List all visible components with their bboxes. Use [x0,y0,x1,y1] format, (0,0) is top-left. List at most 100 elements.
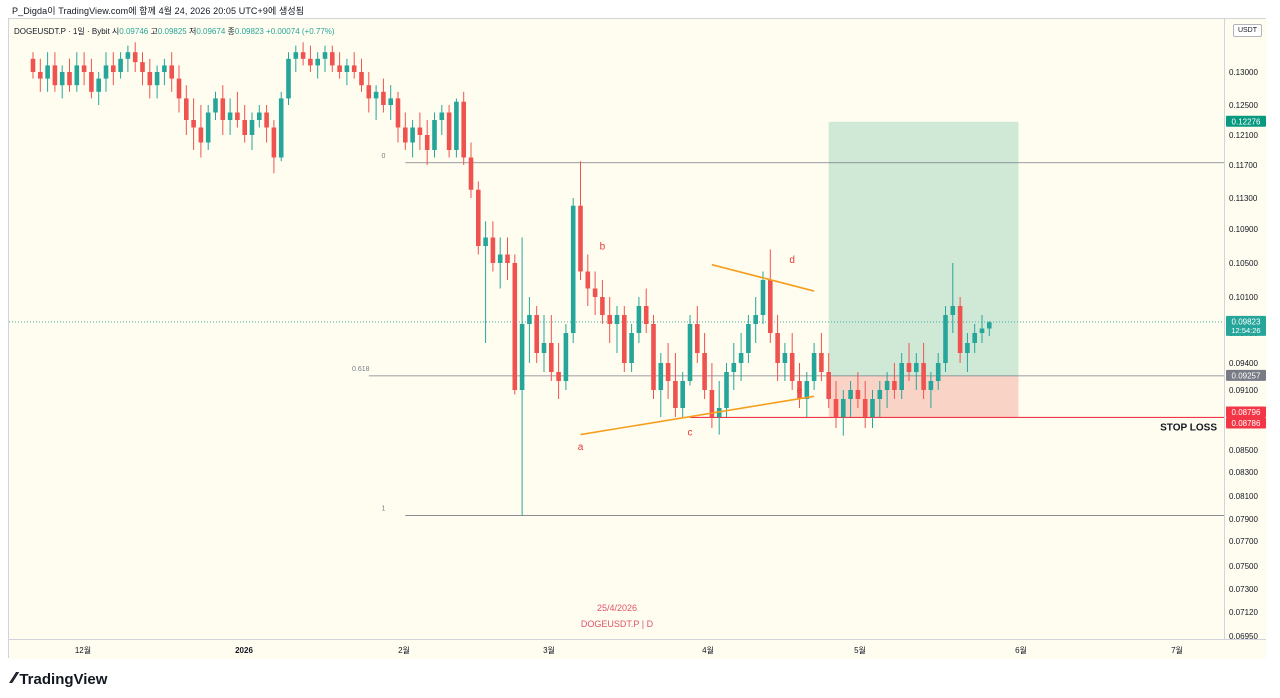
candle-body[interactable] [176,78,182,99]
candle-body[interactable] [906,363,912,372]
candle-body[interactable] [782,353,788,363]
candle-body[interactable] [680,381,685,408]
candle-body[interactable] [607,315,612,324]
candle-body[interactable] [308,58,313,66]
candle-body[interactable] [162,65,167,72]
candle-body[interactable] [483,237,488,247]
price-axis[interactable]: USDT 0.13000 0.12500 0.12100 0.11700 0.11300… [1224,19,1267,641]
candle-body[interactable] [797,381,802,399]
candle-body[interactable] [738,353,744,363]
candle-body[interactable] [950,306,956,315]
candle-body[interactable] [687,324,693,381]
candle-body[interactable] [899,363,904,390]
candle-body[interactable] [519,324,525,390]
candle-body[interactable] [673,381,678,408]
candle-body[interactable] [67,72,72,86]
candle-body[interactable] [804,381,810,399]
candle-body[interactable] [132,52,138,63]
symbol-name[interactable]: DOGEUSDT.P · 1일 · Bybit [14,27,110,36]
candle-body[interactable] [724,372,729,408]
candle-body[interactable] [395,98,401,128]
candle-body[interactable] [841,399,846,417]
candle-body[interactable] [439,112,445,121]
candle-body[interactable] [665,363,671,381]
candle-body[interactable] [585,271,591,289]
candle-body[interactable] [271,127,277,158]
candle-body[interactable] [614,315,620,324]
candle-body[interactable] [775,333,780,363]
candle-body[interactable] [914,363,919,372]
candle-body[interactable] [59,72,65,86]
candle-body[interactable] [928,381,934,390]
candle-body[interactable] [359,72,364,86]
candle-body[interactable] [658,363,664,390]
candle-body[interactable] [600,297,605,315]
candle-body[interactable] [38,72,43,79]
candle-body[interactable] [556,372,561,381]
triangle-upper-trendline[interactable] [711,263,815,292]
candle-body[interactable] [300,52,306,59]
candle-body[interactable] [330,52,335,66]
candle-body[interactable] [52,65,58,86]
candle-body[interactable] [943,315,948,363]
candle-body[interactable] [315,58,320,66]
candle-body[interactable] [819,353,824,372]
candle-body[interactable] [249,120,255,135]
candle-body[interactable] [987,322,992,329]
candle-body[interactable] [884,381,890,390]
candle-body[interactable] [760,280,766,315]
candle-body[interactable] [512,263,518,390]
candle-body[interactable] [921,363,926,390]
candle-body[interactable] [264,112,269,128]
candle-body[interactable] [278,98,284,158]
candle-body[interactable] [979,328,985,334]
candle-body[interactable] [154,72,160,86]
candle-body[interactable] [651,324,656,390]
candle-body[interactable] [935,363,941,381]
candle-body[interactable] [184,98,189,120]
take-profit-zone[interactable] [828,121,1019,376]
candle-body[interactable] [505,254,510,264]
candle-body[interactable] [337,65,342,72]
candle-body[interactable] [578,205,583,272]
candle-body[interactable] [789,353,795,381]
candle-body[interactable] [147,72,153,86]
candle-body[interactable] [198,127,204,143]
candle-body[interactable] [103,65,109,79]
candle-body[interactable] [461,101,466,158]
candle-body[interactable] [30,58,36,72]
candle-body[interactable] [220,98,226,120]
candle-body[interactable] [81,65,87,72]
candle-body[interactable] [191,120,196,128]
candle-body[interactable] [118,58,123,72]
currency-unit-button[interactable]: USDT [1232,24,1262,37]
candle-body[interactable] [293,52,299,59]
candle-body[interactable] [242,120,247,135]
candle-body[interactable] [454,101,459,150]
candle-body[interactable] [476,189,481,246]
candle-body[interactable] [629,333,634,363]
candle-body[interactable] [432,120,437,150]
candle-body[interactable] [111,65,116,72]
candle-body[interactable] [344,65,350,72]
candle-body[interactable] [957,306,963,353]
candle-body[interactable] [549,343,554,372]
candle-body[interactable] [877,390,883,399]
candle-body[interactable] [388,98,393,105]
candle-body[interactable] [892,381,897,390]
candle-body[interactable] [381,91,386,105]
candle-body[interactable] [534,315,539,353]
candle-body[interactable] [74,65,80,86]
candle-body[interactable] [870,399,875,417]
candle-body[interactable] [855,390,861,399]
chart-pane[interactable]: 0 0.618 1 STOP LOSS a b c d e 25/4/2026 DOGEUSDT.P… [9,19,1224,639]
candle-body[interactable] [169,65,174,79]
candle-body[interactable] [746,324,751,353]
candle-body[interactable] [570,205,576,333]
candle-body[interactable] [125,52,131,59]
candle-body[interactable] [235,112,240,121]
candle-body[interactable] [768,280,773,333]
tradingview-brand[interactable]: ⁄⁄ TradingView [12,670,107,688]
candle-body[interactable] [826,372,831,399]
candle-body[interactable] [351,65,357,72]
